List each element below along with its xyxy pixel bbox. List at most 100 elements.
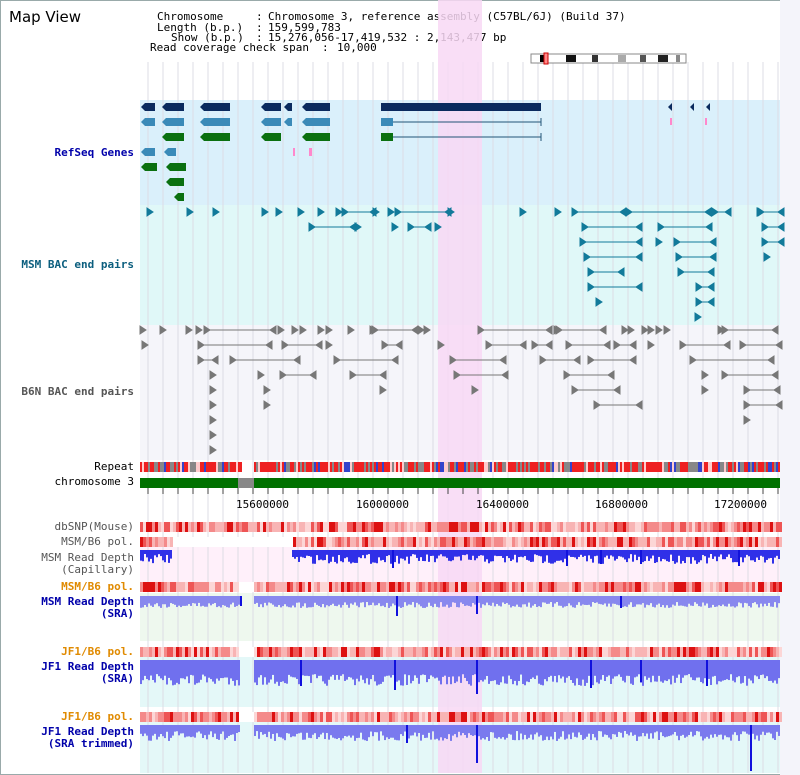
msm-b6-pol-segment [341,537,344,547]
jf1-b6-pol-segment [647,647,650,657]
track-label-msm-bac[interactable]: MSM BAC end pairs [21,258,134,271]
track-label-b6n-bac[interactable]: B6N BAC end pairs [21,385,134,398]
msm-b6-pol-segment [728,582,731,592]
msm-sra-depth [602,596,604,605]
jf1-sra-depth [620,660,622,677]
jf1-trim-depth [618,725,620,732]
msm-capillary-depth [622,550,624,558]
msm-b6-pol-segment [701,582,704,592]
jf1-sra-depth [628,660,630,676]
msm-b6-pol-segment [260,582,263,592]
track-label-jf1-b6-pol-1[interactable]: JF1/B6 pol. [61,645,134,658]
track-label-chromosome[interactable]: chromosome 3 [54,475,134,488]
msm-b6-pol-segment [185,537,188,547]
bac-end [411,325,419,335]
jf1-b6-pol-segment [641,647,644,657]
jf1-sra-depth [776,660,778,684]
jf1-b6-pol-segment [455,712,458,722]
dbsnp-segment [497,522,500,532]
msm-b6-pol-segment [176,537,179,547]
msm-b6-pol-segment [692,537,695,547]
show-label: Show (b.p.) [171,31,244,44]
msm-b6-pol-segment [341,582,344,592]
msm-capillary-depth [756,550,758,558]
jf1-sra-depth [690,660,692,678]
msm-b6-pol-segment [776,537,779,547]
track-label-msm-depth-sra[interactable]: MSM Read Depth [41,595,134,608]
jf1-sra-depth [722,660,724,681]
jf1-b6-pol-segment [629,712,632,722]
msm-b6-pol-segment [506,537,509,547]
msm-capillary-depth [394,550,396,563]
jf1-trim-depth [486,725,488,738]
msm-b6-pol-segment [194,537,197,547]
msm-capillary-depth [706,550,708,564]
track-label-jf1-depth-sra[interactable]: JF1 Read Depth [41,660,134,673]
jf1-b6-pol-segment [479,712,482,722]
msm-capillary-depth [762,550,764,557]
msm-capillary-depth [580,550,582,555]
jf1-b6-pol-segment [236,712,239,722]
track-label-jf1-depth-trim[interactable]: JF1 Read Depth [41,725,134,738]
repeat-segment [562,462,564,472]
jf1-b6-pol-segment [698,712,701,722]
msm-b6-pol-segment [665,537,668,547]
track-label-msm-b6-pol-2[interactable]: MSM/B6 pol. [61,580,134,593]
track-label-msm-b6-pol-1[interactable]: MSM/B6 pol. [61,535,134,548]
msm-b6-pol-segment [737,537,740,547]
msm-b6-pol-segment [605,537,608,547]
msm-b6-pol-segment [437,537,440,547]
msm-b6-pol-segment [410,537,413,547]
msm-capillary-depth [328,550,330,564]
msm-b6-pol-segment [740,582,743,592]
dbsnp-segment [629,522,632,532]
jf1-sra-depth [268,660,270,683]
bac-end [743,415,751,425]
track-label-refseq[interactable]: RefSeq Genes [54,146,134,159]
repeat-segment [272,462,274,472]
jf1-b6-pol-segment [647,712,650,722]
msm-sra-depth [454,596,456,603]
msm-sra-depth [482,596,484,605]
jf1-b6-pol-segment [371,712,374,722]
msm-b6-pol-segment [185,582,188,592]
gene-exon [265,118,281,126]
track-label-jf1-b6-pol-2[interactable]: JF1/B6 pol. [61,710,134,723]
msm-capillary-depth [652,550,654,556]
msm-sra-depth [488,596,490,606]
msm-b6-pol-segment [434,582,437,592]
repeat-segment [738,462,740,472]
chromosome-sep: : [256,10,263,23]
dbsnp-segment [572,522,575,532]
msm-b6-pol-segment [752,582,755,592]
msm-b6-pol-segment [422,537,425,547]
gene-arrow [166,163,170,171]
dbsnp-segment [176,522,179,532]
dbsnp-segment [218,522,221,532]
jf1-trim-depth [184,725,186,738]
jf1-trim-depth [206,725,208,740]
jf1-trim-depth [438,725,440,741]
gene-exon [178,193,184,201]
jf1-trim-depth [716,725,718,737]
dbsnp-segment [224,522,227,532]
jf1-sra-depth [346,660,348,680]
track-label-msm-depth-cap[interactable]: MSM Read Depth [41,551,134,564]
track-label-repeat[interactable]: Repeat [94,460,134,473]
jf1-b6-pol-segment [644,647,647,657]
jf1-trim-depth [152,725,154,736]
repeat-segment [506,462,508,472]
jf1-b6-pol-segment [338,712,341,722]
jf1-sra-depth [646,660,648,680]
jf1-sra-depth [588,660,590,676]
msm-b6-pol-segment [611,537,614,547]
track-label-dbsnp[interactable]: dbSNP(Mouse) [54,520,134,533]
jf1-sra-depth [292,660,294,678]
msm-b6-pol-segment [485,582,488,592]
repeat-segment [214,462,216,472]
dbsnp-segment [422,522,425,532]
repeat-segment [290,462,292,472]
jf1-b6-pol-segment [779,712,782,722]
msm-b6-pol-segment [521,537,524,547]
